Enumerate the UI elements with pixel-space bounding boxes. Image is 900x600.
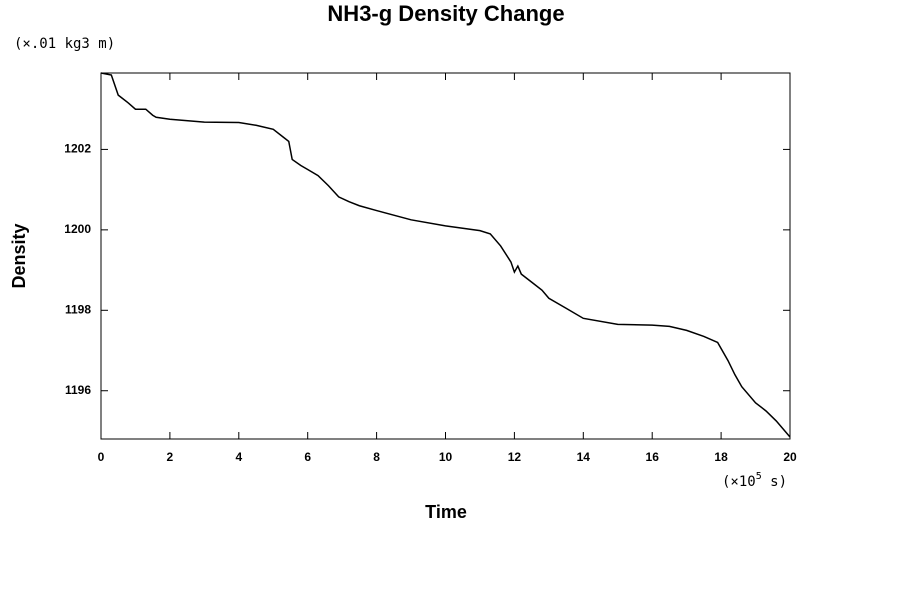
data-line <box>100 72 791 438</box>
x-units-prefix: (×10 <box>722 474 756 490</box>
chart-title: NH3-g Density Change <box>327 1 564 26</box>
x-units: (×105 s) <box>722 471 787 490</box>
x-tick-label: 14 <box>577 450 591 464</box>
x-axis-title: Time <box>425 502 467 522</box>
x-tick-label: 4 <box>235 450 242 464</box>
x-tick-label: 16 <box>646 450 660 464</box>
x-tick-label: 8 <box>373 450 380 464</box>
plot-frame <box>100 72 791 440</box>
x-units-exponent: 5 <box>756 471 762 482</box>
x-tick-label: 6 <box>304 450 311 464</box>
y-units: (×.01 kg3 m) <box>14 36 115 52</box>
x-tick-label: 20 <box>783 450 797 464</box>
y-tick-label: 1198 <box>65 302 91 316</box>
x-tick-label: 0 <box>98 450 105 464</box>
y-tick-label: 1200 <box>64 222 91 236</box>
x-tick-label: 2 <box>167 450 174 464</box>
x-tick-label: 12 <box>508 450 522 464</box>
x-tick-label: 10 <box>439 450 453 464</box>
y-tick-label: 1202 <box>64 142 91 156</box>
x-units-suffix: s) <box>762 474 787 490</box>
y-axis-title: Density <box>9 223 29 288</box>
y-tick-label: 1196 <box>65 383 91 397</box>
x-tick-label: 18 <box>714 450 728 464</box>
